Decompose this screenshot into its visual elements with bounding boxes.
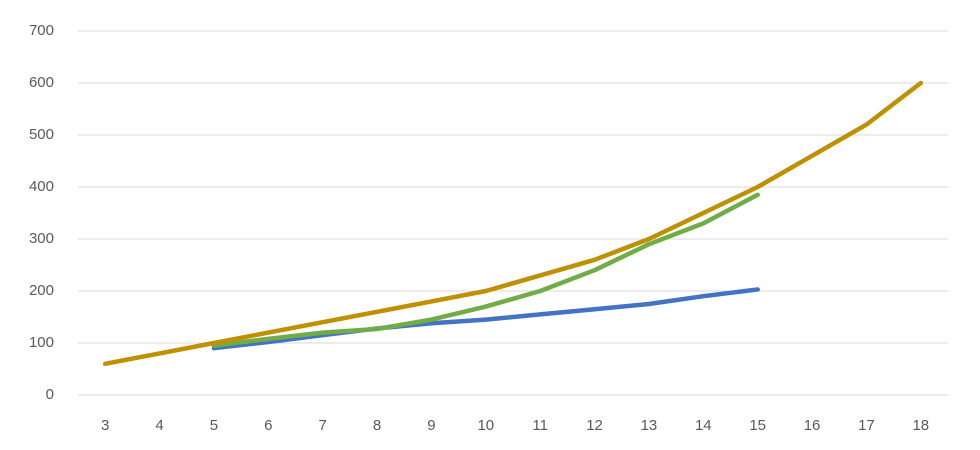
x-tick-label: 14 <box>695 417 712 434</box>
y-tick-label: 0 <box>46 386 54 403</box>
y-tick-label: 500 <box>29 126 54 143</box>
y-tick-label: 600 <box>29 74 54 91</box>
x-tick-label: 5 <box>210 417 218 434</box>
y-tick-label: 300 <box>29 230 54 247</box>
y-tick-label: 400 <box>29 178 54 195</box>
y-tick-label: 200 <box>29 282 54 299</box>
x-tick-label: 11 <box>532 417 548 434</box>
y-tick-label: 100 <box>29 334 54 351</box>
x-tick-label: 13 <box>641 417 658 434</box>
x-tick-label: 3 <box>101 417 109 434</box>
x-tick-label: 10 <box>477 417 494 434</box>
x-tick-label: 16 <box>804 417 821 434</box>
series-line <box>211 192 760 348</box>
x-tick-label: 8 <box>373 417 381 434</box>
x-tick-label: 9 <box>427 417 435 434</box>
x-tick-label: 7 <box>319 417 327 434</box>
x-tick-label: 12 <box>586 417 603 434</box>
x-tick-label: 18 <box>912 417 929 434</box>
series-line <box>102 80 924 367</box>
series-line <box>211 287 760 351</box>
x-tick-label: 17 <box>858 417 875 434</box>
y-tick-label: 700 <box>29 22 54 39</box>
x-tick-label: 15 <box>749 417 766 434</box>
x-tick-label: 4 <box>155 417 163 434</box>
x-tick-label: 6 <box>264 417 272 434</box>
